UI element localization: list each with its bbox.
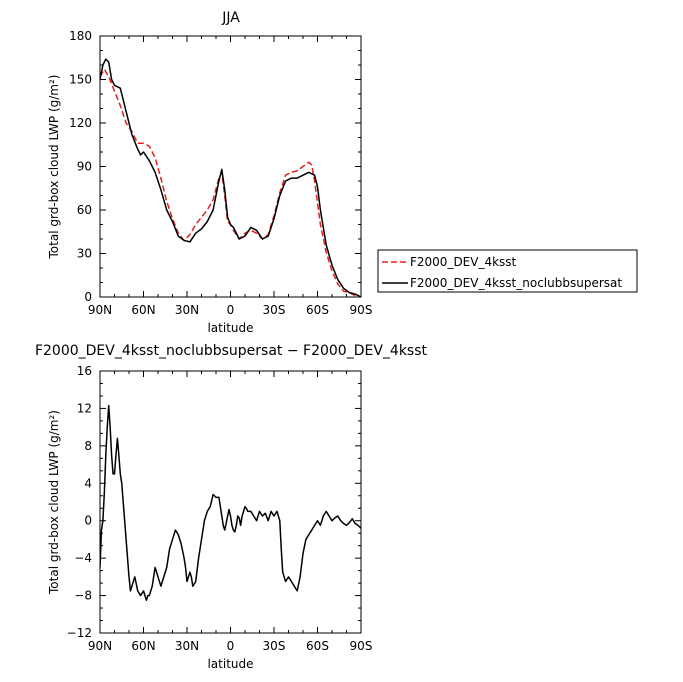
x-tick-label: 90S	[350, 639, 373, 653]
y-axis-label: Total grd-box cloud LWP (g/m²)	[47, 75, 61, 260]
y-tick-label: 0	[84, 290, 92, 304]
x-tick-label: 30S	[263, 303, 286, 317]
chart-legend: F2000_DEV_4ksst F2000_DEV_4ksst_noclubbsu…	[377, 249, 638, 293]
y-tick-label: 150	[69, 73, 92, 87]
x-tick-label: 30S	[263, 639, 286, 653]
x-tick-label: 60S	[306, 639, 329, 653]
y-tick-label: 12	[77, 401, 92, 415]
legend-entry-1: F2000_DEV_4ksst_noclubbsupersat	[410, 276, 622, 290]
x-tick-label: 0	[227, 639, 235, 653]
y-tick-label: −12	[67, 626, 92, 640]
chart-panel-lower: F2000_DEV_4ksst_noclubbsupersat − F2000_…	[35, 343, 428, 671]
y-axis-label: Total grd-box cloud LWP (g/m²)	[47, 410, 61, 595]
y-tick-label: 60	[77, 203, 92, 217]
x-axis-label: latitude	[207, 657, 253, 671]
x-tick-label: 30N	[175, 639, 199, 653]
x-tick-label: 60N	[131, 639, 155, 653]
y-tick-label: 16	[77, 364, 92, 378]
series-line-upper-1	[100, 58, 361, 297]
y-tick-label: −8	[74, 589, 92, 603]
chart-title-lower: F2000_DEV_4ksst_noclubbsupersat − F2000_…	[35, 343, 428, 359]
x-tick-label: 60N	[131, 303, 155, 317]
x-tick-label: 0	[227, 303, 235, 317]
x-tick-label: 90S	[350, 303, 373, 317]
y-tick-label: 30	[77, 247, 92, 261]
chart-title-upper: JJA	[221, 10, 240, 26]
x-tick-label: 30N	[175, 303, 199, 317]
y-tick-label: 4	[84, 476, 92, 490]
y-tick-label: 180	[69, 29, 92, 43]
x-axis-label: latitude	[207, 321, 253, 335]
legend-entry-0: F2000_DEV_4ksst	[410, 255, 517, 269]
y-tick-label: 0	[84, 514, 92, 528]
chart-panel-upper: JJA 90N 60N 30N 0 30S 60S 90S 0 30 60 90 120 150 180 la…	[47, 10, 638, 335]
y-tick-label: −4	[74, 551, 92, 565]
y-tick-label: 120	[69, 116, 92, 130]
series-line-upper-0	[100, 68, 361, 297]
legend-box	[377, 249, 638, 293]
x-tick-label: 60S	[306, 303, 329, 317]
x-tick-label: 90N	[88, 639, 112, 653]
y-tick-label: 8	[84, 439, 92, 453]
plot-frame-upper	[99, 35, 362, 298]
x-tick-label: 90N	[88, 303, 112, 317]
y-tick-label: 90	[77, 160, 92, 174]
series-line-lower-0	[100, 404, 361, 601]
